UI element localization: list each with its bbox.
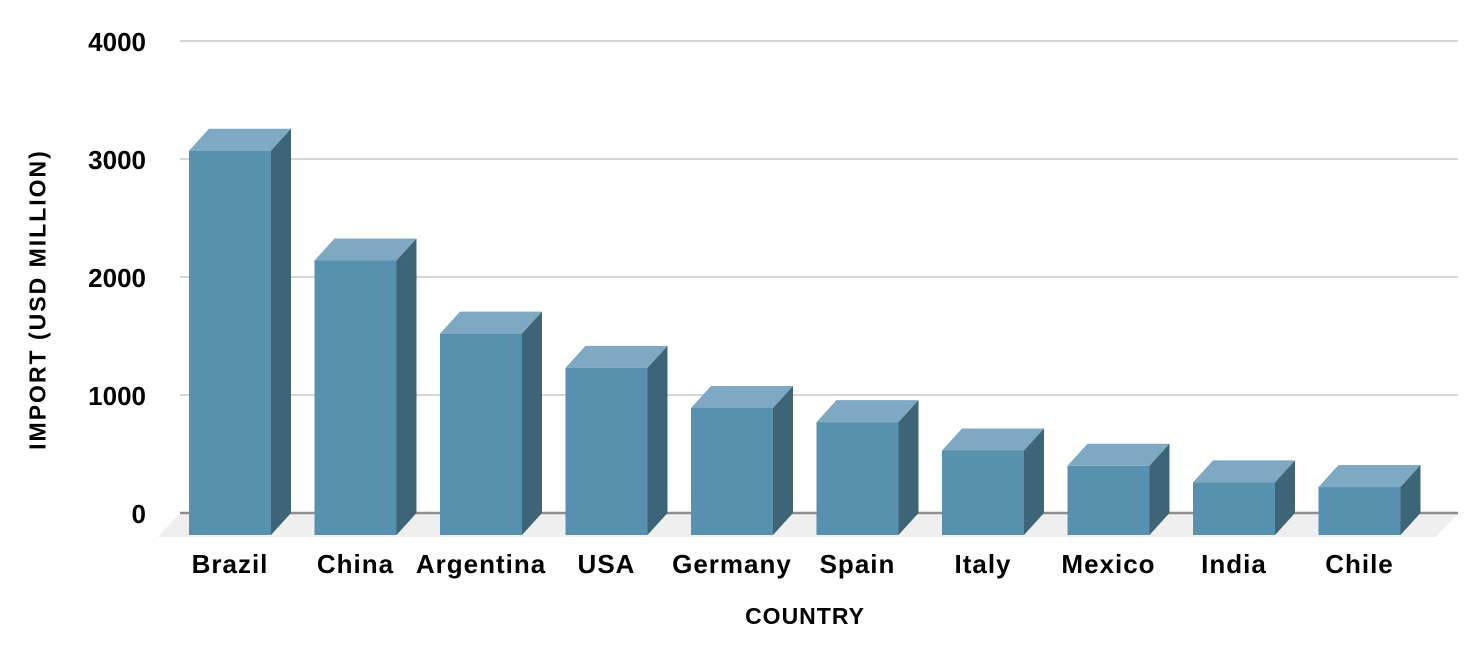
bar-front-face — [440, 333, 522, 535]
bar-front-face — [189, 150, 271, 536]
x-category-label: Italy — [954, 549, 1011, 579]
x-category-label: Germany — [672, 549, 792, 579]
bar-side-face — [898, 400, 919, 535]
bar-mexico — [1067, 443, 1170, 535]
bar-top-face — [1193, 460, 1295, 483]
bar-front-face — [942, 450, 1024, 535]
bar-india — [1193, 460, 1295, 535]
y-axis-title: IMPORT (USD MILLION) — [24, 149, 51, 450]
y-tick-label: 4000 — [88, 27, 146, 57]
bar-spain — [816, 400, 919, 535]
bar-side-face — [1275, 460, 1295, 535]
bar-brazil — [189, 128, 291, 536]
bar-top-face — [1067, 443, 1170, 466]
bar-top-face — [565, 345, 668, 368]
bar-front-face — [1067, 465, 1150, 535]
bar-side-face — [1400, 465, 1421, 535]
bar-side-face — [647, 345, 668, 535]
bar-top-face — [816, 400, 919, 423]
y-tick-label: 2000 — [88, 263, 146, 293]
bar-argentina — [440, 311, 542, 535]
bar-top-face — [1318, 465, 1421, 488]
y-tick-label: 1000 — [88, 381, 146, 411]
bar-top-face — [314, 238, 417, 261]
bar-side-face — [773, 385, 793, 535]
bar-chile — [1318, 465, 1421, 535]
x-category-label: Chile — [1325, 549, 1394, 579]
bar-front-face — [565, 367, 648, 535]
bar-top-face — [440, 311, 542, 334]
x-category-label: USA — [578, 549, 636, 579]
x-category-label: China — [317, 549, 394, 579]
bar-side-face — [522, 311, 542, 535]
bar-side-face — [1024, 428, 1044, 535]
bar-front-face — [1318, 487, 1401, 535]
bar-front-face — [816, 422, 899, 535]
x-category-label: Spain — [820, 549, 896, 579]
y-tick-label: 3000 — [88, 145, 146, 175]
bar-germany — [691, 385, 793, 535]
bar-side-face — [271, 128, 291, 536]
y-tick-label: 0 — [132, 499, 146, 529]
x-axis-title: COUNTRY — [745, 603, 865, 629]
x-category-label: India — [1201, 549, 1267, 579]
x-category-label: Mexico — [1061, 549, 1155, 579]
x-category-label: Argentina — [416, 549, 546, 579]
bar-side-face — [1149, 443, 1170, 535]
bar-front-face — [691, 407, 773, 535]
bar-china — [314, 238, 417, 536]
bar-top-face — [942, 428, 1044, 451]
bar-front-face — [314, 260, 397, 535]
bar-italy — [942, 428, 1044, 535]
bar-usa — [565, 345, 668, 535]
bar-front-face — [1193, 482, 1275, 535]
bar-side-face — [396, 238, 417, 536]
bar-top-face — [189, 128, 291, 151]
x-category-label: Brazil — [192, 549, 269, 579]
bar-top-face — [691, 385, 793, 408]
